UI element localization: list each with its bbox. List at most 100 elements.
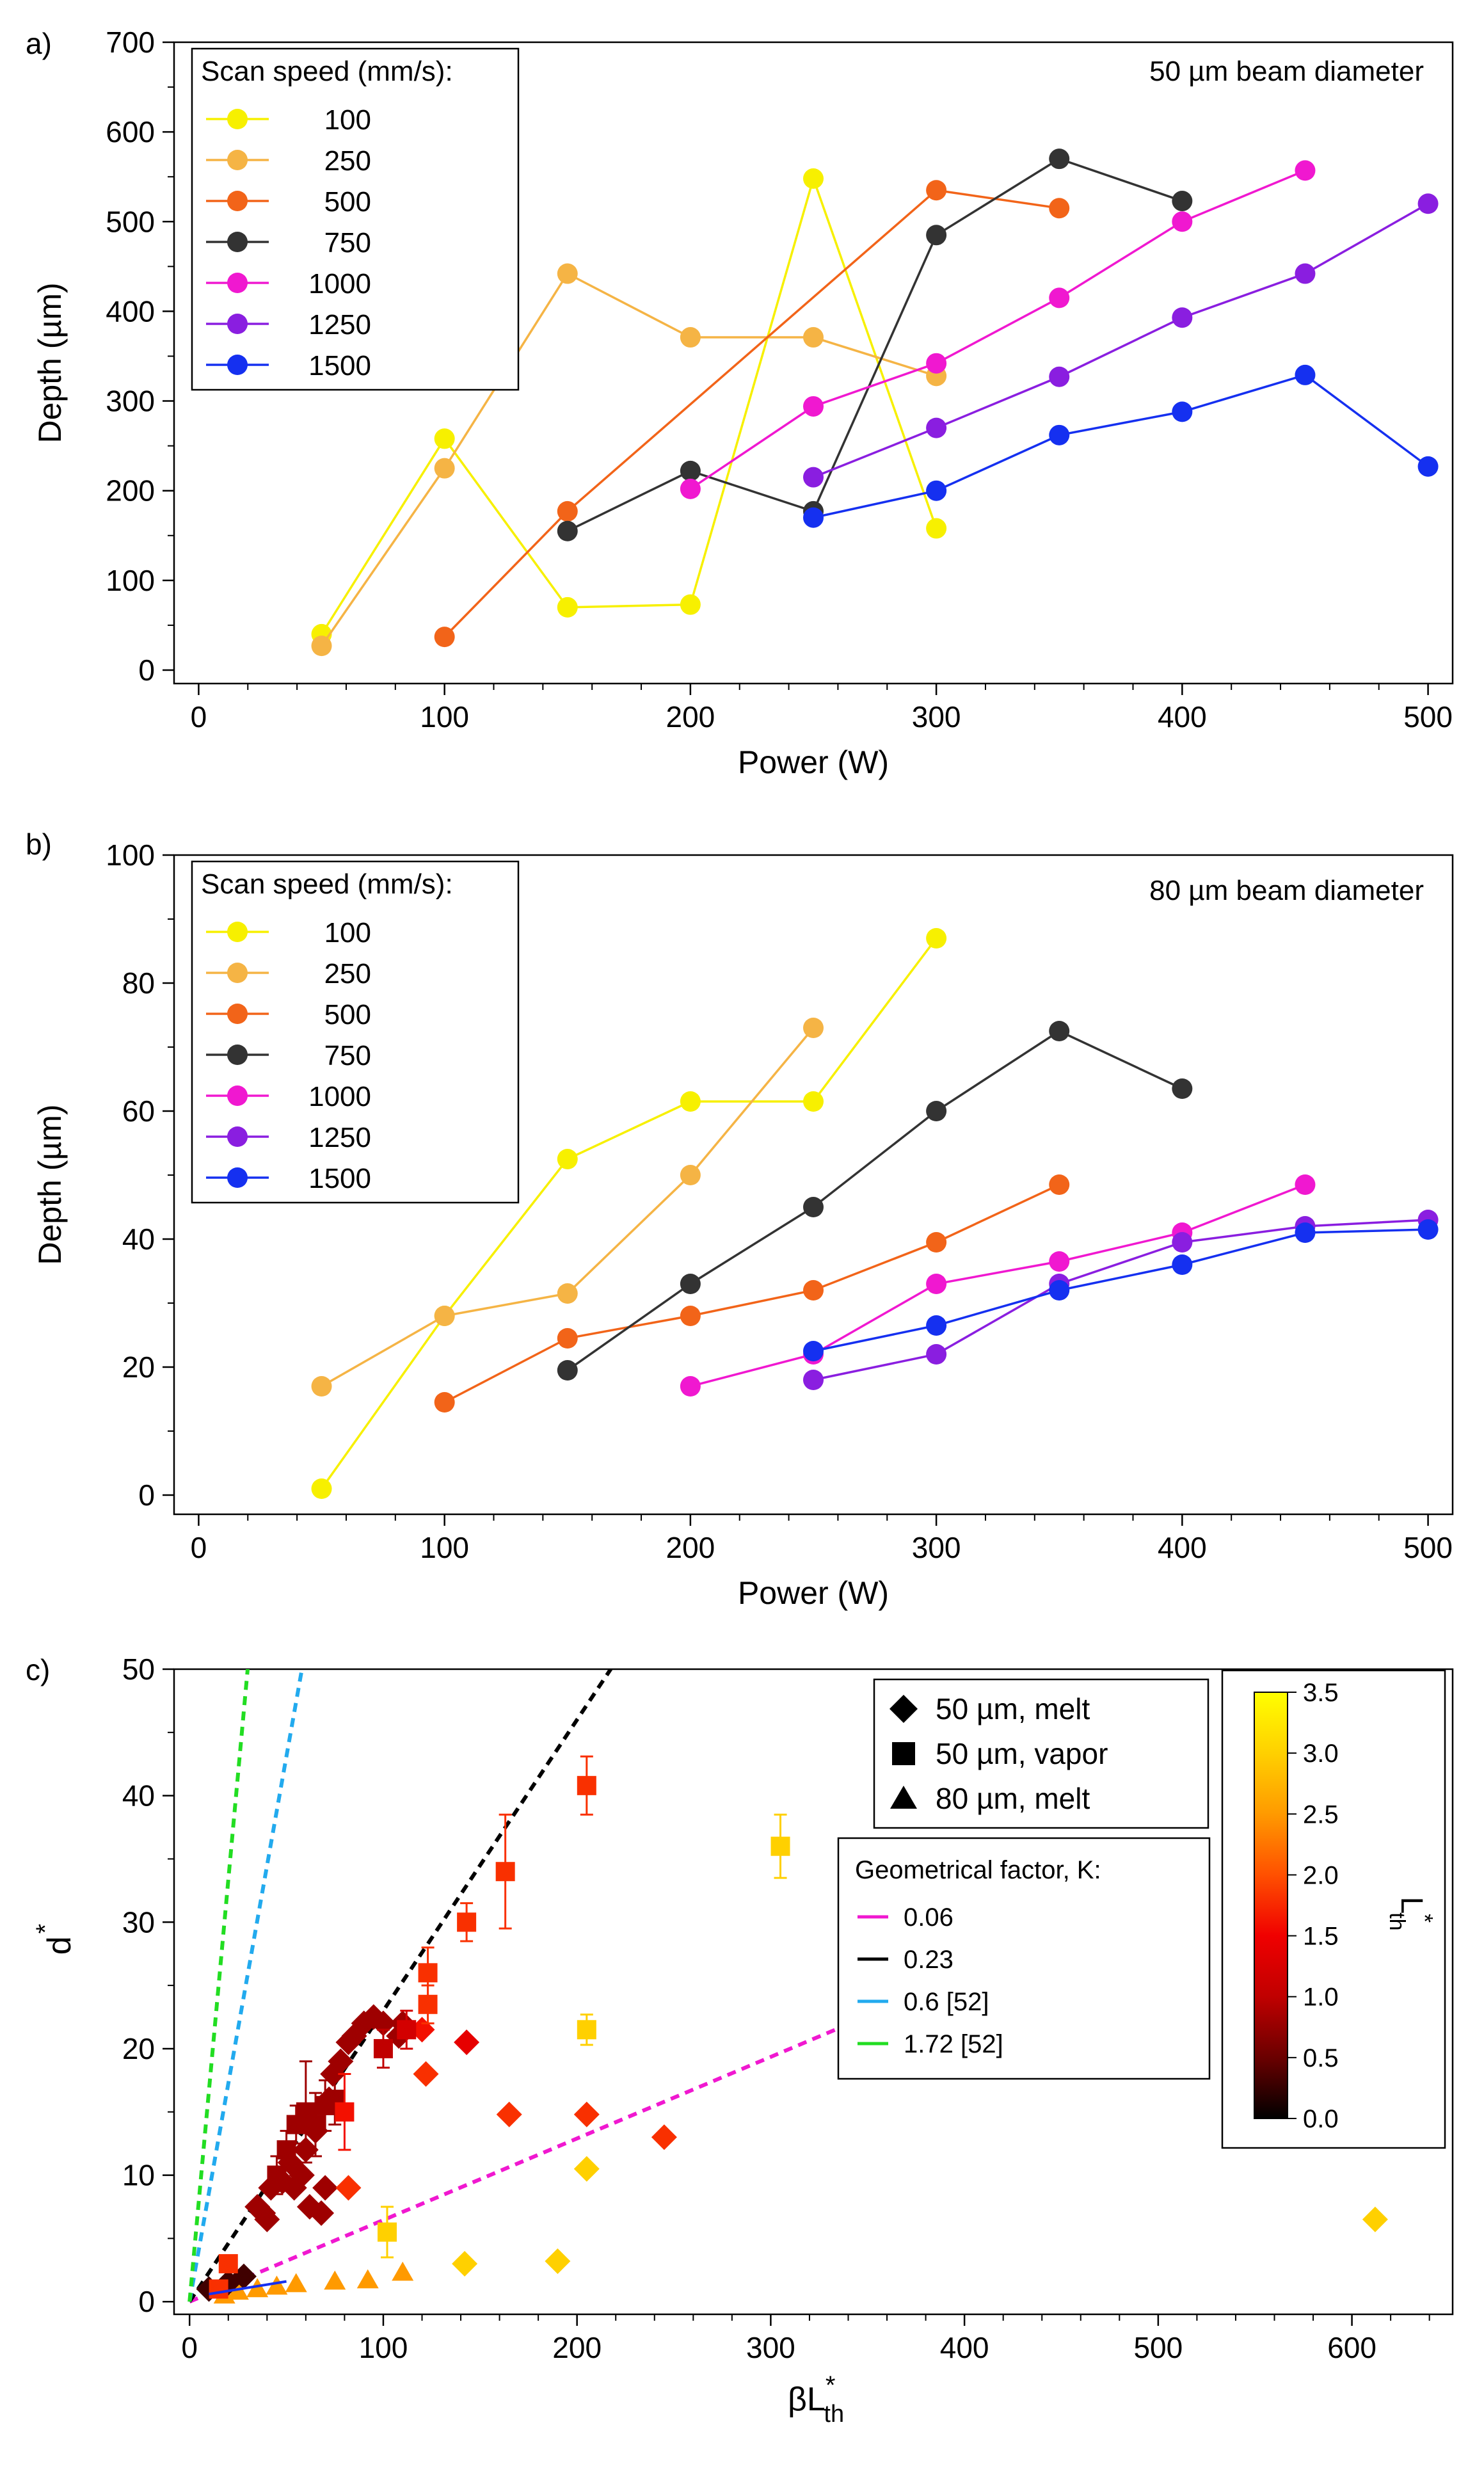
legend-box xyxy=(873,1678,1209,1829)
data-point xyxy=(1172,211,1193,232)
data-point xyxy=(1172,191,1193,212)
legend-entry: 0.06 xyxy=(904,1903,953,1932)
legend-swatch-marker xyxy=(227,232,248,252)
data-point xyxy=(803,507,824,528)
marker-triangle xyxy=(324,2270,346,2290)
marker-diamond xyxy=(328,2048,354,2074)
marker-square xyxy=(378,2222,397,2242)
y-tick-label: 40 xyxy=(122,1779,155,1813)
marker-diamond xyxy=(335,2175,362,2201)
data-point xyxy=(926,1274,947,1294)
legend: Scan speed (mm/s): 100 250 500 750 1000 1250 15… xyxy=(191,860,520,1204)
legend-swatch-marker xyxy=(227,150,248,170)
marker-diamond xyxy=(289,2162,315,2188)
legend-swatch-marker xyxy=(227,314,248,334)
data-point xyxy=(680,594,701,615)
colorbar-ramp xyxy=(1254,1692,1288,2119)
data-point xyxy=(434,458,455,479)
marker-diamond xyxy=(254,2206,280,2232)
data-point xyxy=(557,596,578,618)
series-line xyxy=(566,1030,1183,1372)
panel-label: c) xyxy=(26,1653,50,1686)
marker-diamond xyxy=(496,2101,522,2127)
plot-frame xyxy=(173,854,1454,1516)
data-point xyxy=(680,460,701,481)
data-point xyxy=(803,1341,824,1361)
data-point xyxy=(434,1306,455,1326)
legend-box xyxy=(837,1837,1211,2080)
data-point xyxy=(434,627,455,648)
plot-area xyxy=(187,1669,1388,2304)
data-point xyxy=(926,1315,947,1336)
y-axis-label: Depth (µm) xyxy=(32,282,68,443)
x-tick-label: 0 xyxy=(191,1531,207,1564)
lines-legend: Geometrical factor, K: 0.06 0.23 0.6 [52] 1.… xyxy=(837,1837,1211,2080)
y-tick-label: 600 xyxy=(106,115,155,148)
colorbar-tick-label: 1.5 xyxy=(1303,1923,1339,1951)
series-line xyxy=(567,157,1183,532)
data-point xyxy=(557,1283,578,1304)
legend-entry: 0.23 xyxy=(904,1946,953,1974)
marker-triangle xyxy=(246,2278,269,2298)
data-point xyxy=(803,396,824,417)
data-point xyxy=(1295,1222,1316,1243)
x-tick-label: 600 xyxy=(1327,2331,1376,2364)
data-point xyxy=(680,1376,701,1397)
marker-diamond xyxy=(312,2175,339,2201)
data-point xyxy=(926,480,947,501)
data-point xyxy=(926,1232,947,1253)
colorbar-tick-label: 0.5 xyxy=(1303,2044,1339,2072)
data-point xyxy=(1417,193,1439,214)
colorbar-tick-label: 3.5 xyxy=(1303,1679,1339,1707)
data-point xyxy=(1295,263,1316,284)
y-axis-label: Depth (µm) xyxy=(32,1104,68,1265)
x-axis-label: Power (W) xyxy=(738,1575,889,1611)
legend-entry: 500 xyxy=(324,186,371,218)
y-tick-label: 100 xyxy=(106,564,155,597)
data-point xyxy=(311,1376,332,1397)
y-tick-label: 60 xyxy=(122,1094,155,1128)
legend-entry: 1250 xyxy=(308,309,371,340)
y-tick-label: 500 xyxy=(106,205,155,238)
series-1000 xyxy=(680,160,1316,499)
colorbar-tick-label: 0.0 xyxy=(1303,2105,1339,2133)
series-100 xyxy=(311,928,947,1499)
legend-title: Scan speed (mm/s): xyxy=(201,56,453,87)
data-point xyxy=(1172,401,1193,422)
legend-swatch-marker xyxy=(227,963,248,983)
y-tick-label: 200 xyxy=(106,474,155,508)
legend-entry: 750 xyxy=(324,227,371,259)
legend-square-icon xyxy=(892,1742,915,1765)
data-point xyxy=(434,1392,455,1413)
colorbar-label-sub: th xyxy=(1385,1912,1409,1930)
marker-diamond xyxy=(454,2030,480,2056)
x-axis-label-main: βL xyxy=(788,2381,826,2418)
data-point xyxy=(803,467,824,488)
legend-entry: 50 µm, vapor xyxy=(936,1737,1108,1770)
legend-entry: 1.72 [52] xyxy=(904,2030,1003,2058)
legend-swatch-marker xyxy=(227,1126,248,1147)
data-point xyxy=(1295,364,1316,385)
legend-swatch-marker xyxy=(227,922,248,942)
x-tick-label: 100 xyxy=(359,2331,408,2364)
data-point xyxy=(1172,1078,1193,1099)
data-point xyxy=(803,1280,824,1301)
data-point xyxy=(926,225,947,246)
data-point xyxy=(557,1328,578,1349)
marker-square xyxy=(373,2038,393,2058)
y-tick-label: 0 xyxy=(138,2285,155,2318)
series-line xyxy=(443,1183,1060,1404)
series-line xyxy=(321,175,937,635)
legend-entry: 500 xyxy=(324,999,371,1030)
series-line xyxy=(690,1183,1306,1388)
legend-entry: 1000 xyxy=(308,1081,371,1112)
colorbar-tick-label: 1.0 xyxy=(1303,1983,1339,2012)
series-line xyxy=(813,202,1429,479)
colorbar: 0.0 0.5 1.0 1.5 2.0 2.5 3.0 3.5 L*th xyxy=(1221,1669,1446,2149)
marker-diamond xyxy=(452,2250,478,2277)
x-axis-label: Power (W) xyxy=(738,744,889,780)
data-point xyxy=(1049,287,1070,308)
marker-triangle xyxy=(392,2261,414,2281)
plot-frame xyxy=(173,41,1454,685)
legend-entry: 0.6 [52] xyxy=(904,1988,989,2016)
